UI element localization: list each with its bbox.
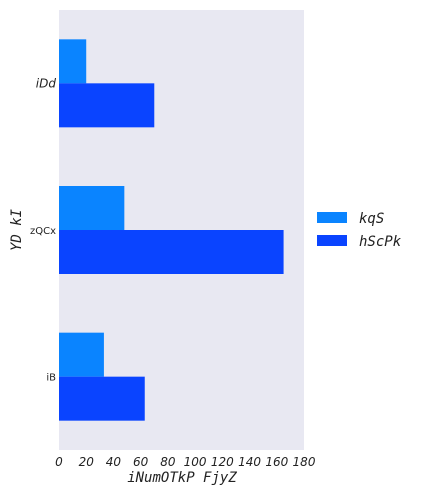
bars-group bbox=[59, 39, 284, 421]
x-tick-label: 120 bbox=[211, 455, 234, 469]
bar-hScPk-iB bbox=[59, 376, 145, 421]
legend: kqS hScPk bbox=[317, 211, 402, 250]
x-tick-label: 40 bbox=[106, 455, 122, 469]
x-tick-label: 0 bbox=[55, 455, 63, 469]
x-tick-label: 140 bbox=[238, 455, 261, 469]
x-tick-labels: 0 20 40 60 80 100 120 140 160 180 bbox=[55, 455, 316, 469]
x-tick-label: 80 bbox=[160, 455, 176, 469]
x-tick-label: 180 bbox=[293, 455, 316, 469]
legend-swatch-kqS bbox=[317, 212, 347, 223]
y-tick-label: zQCx bbox=[30, 226, 56, 237]
x-tick-label: 60 bbox=[133, 455, 149, 469]
y-tick-labels: iDd zQCx iB bbox=[30, 76, 56, 383]
bar-hScPk-zQCx bbox=[59, 230, 284, 274]
legend-label-hScPk: hScPk bbox=[359, 234, 402, 250]
x-tick-label: 160 bbox=[265, 455, 288, 469]
bar-hScPk-iDd bbox=[59, 83, 155, 128]
bar-kqS-iDd bbox=[59, 39, 87, 84]
x-tick-label: 100 bbox=[184, 455, 207, 469]
y-tick-label: iB bbox=[46, 373, 56, 384]
legend-label-kqS: kqS bbox=[359, 211, 384, 227]
y-axis-title: YD kI bbox=[9, 208, 25, 251]
bar-kqS-zQCx bbox=[59, 186, 125, 230]
bar-kqS-iB bbox=[59, 332, 104, 377]
legend-swatch-hScPk bbox=[317, 235, 347, 246]
y-tick-label: iDd bbox=[36, 76, 57, 90]
x-tick-label: 20 bbox=[79, 455, 95, 469]
x-axis-title: iNumOTkP FjyZ bbox=[127, 470, 237, 486]
